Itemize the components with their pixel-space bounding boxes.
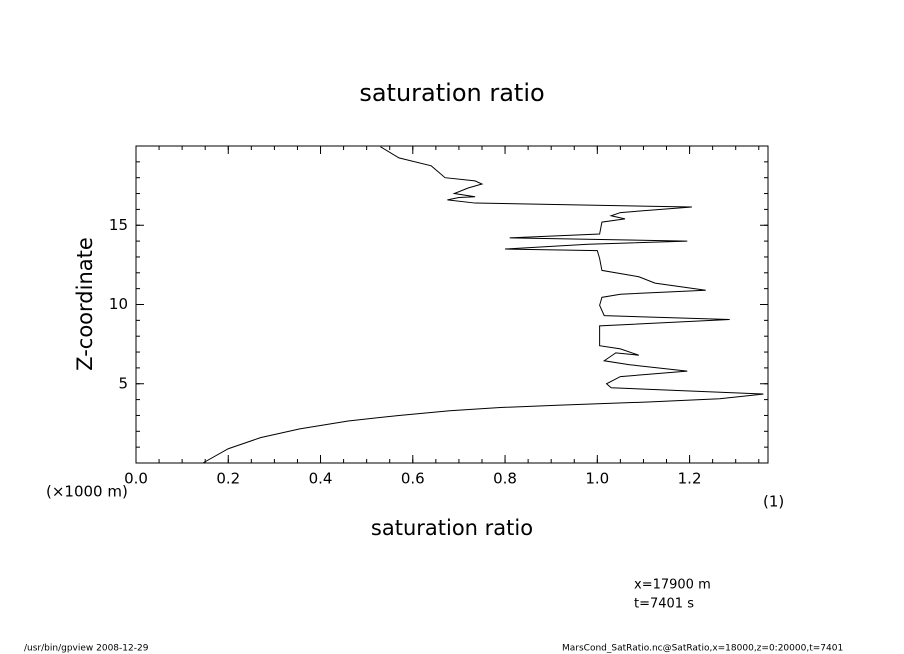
x-tick-label: 1.0 (585, 470, 609, 488)
y-tick-label: 5 (118, 374, 128, 392)
y-tick-label: 15 (109, 216, 128, 234)
annotation: t=7401 s (634, 597, 694, 612)
x-tick-label: 0.6 (401, 470, 425, 488)
annotation: x=17900 m (634, 578, 711, 593)
x-tick-label: 0.2 (216, 470, 240, 488)
chart-title: saturation ratio (359, 79, 544, 107)
x-tick-label: 0.8 (493, 470, 517, 488)
footer: MarsCond_SatRatio.nc@SatRatio,x=18000,z=… (562, 644, 843, 654)
line (202, 146, 764, 464)
plot-frame (135, 145, 769, 464)
x-tick-label: 1.2 (678, 470, 702, 488)
x-tick-label: 0.4 (309, 470, 333, 488)
y-unit: (×1000 m) (46, 483, 128, 501)
x-tick-label: 0.0 (124, 470, 148, 488)
x-axis-label: saturation ratio (371, 516, 533, 540)
x-unit: (1) (763, 493, 784, 511)
footer: /usr/bin/gpview 2008-12-29 (24, 644, 149, 654)
y-tick-label: 10 (109, 295, 128, 313)
y-axis-label: Z-coordinate (73, 237, 97, 371)
